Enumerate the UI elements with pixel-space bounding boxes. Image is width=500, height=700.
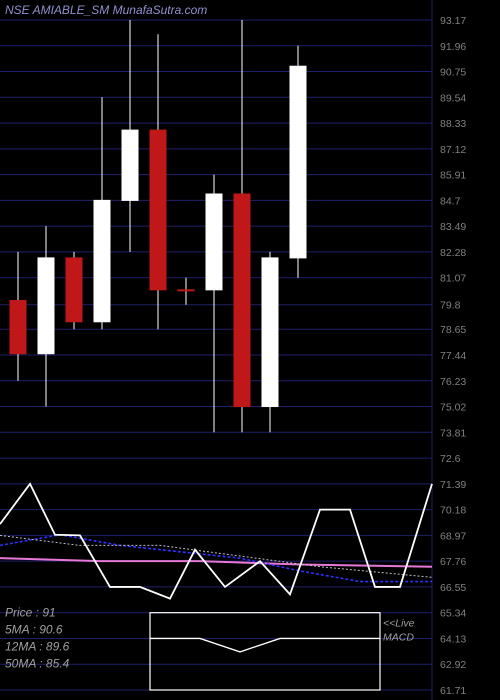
y-axis-label: 81.07 [440,273,466,285]
macd-label: <<Live [383,618,415,630]
y-axis-label: 78.65 [440,324,466,336]
candle-body [10,300,26,353]
y-axis-label: 73.81 [440,427,466,439]
candle-body [290,66,306,258]
y-axis-label: 72.6 [440,453,461,465]
y-axis-label: 85.91 [440,170,466,182]
candle-body [262,258,278,407]
candle-body [66,258,82,322]
y-axis-label: 83.49 [440,221,466,233]
y-axis-label: 75.02 [440,402,466,414]
chart-title: NSE AMIABLE_SM MunafaSutra.com [5,3,207,17]
info-line: 5MA : 90.6 [5,623,63,637]
y-axis-label: 64.13 [440,633,466,645]
candle-body [150,130,166,290]
candle-body [206,194,222,290]
info-line: 50MA : 85.4 [5,657,70,671]
y-axis-label: 66.55 [440,582,466,594]
candle-body [122,130,138,200]
y-axis-label: 77.44 [440,350,466,362]
y-axis-label: 76.23 [440,376,466,388]
macd-label: MACD [383,632,414,644]
y-axis-label: 87.12 [440,144,466,156]
y-axis-label: 79.8 [440,300,461,312]
candle-body [178,290,194,291]
candle-body [234,194,250,407]
y-axis-label: 88.33 [440,118,466,130]
y-axis-label: 70.18 [440,505,466,517]
y-axis-label: 65.34 [440,608,466,620]
info-line: 12MA : 89.6 [5,640,70,654]
y-axis-label: 91.96 [440,41,466,53]
candle-body [38,258,54,354]
y-axis-label: 93.17 [440,15,466,27]
y-axis-label: 62.92 [440,659,466,671]
y-axis-label: 67.76 [440,556,466,568]
stock-chart: 93.17 91.96 90.75 89.54 88.33 87.12 85.91 84.7 8… [0,0,500,700]
y-axis-label: 82.28 [440,247,466,259]
y-axis-label: 61.71 [440,685,466,697]
y-axis-label: 71.39 [440,479,466,491]
y-axis-label: 89.54 [440,92,466,104]
candle-body [94,200,110,321]
info-line: Price : 91 [5,606,56,620]
y-axis-label: 68.97 [440,530,466,542]
y-axis-label: 90.75 [440,67,466,79]
y-axis-label: 84.7 [440,195,461,207]
